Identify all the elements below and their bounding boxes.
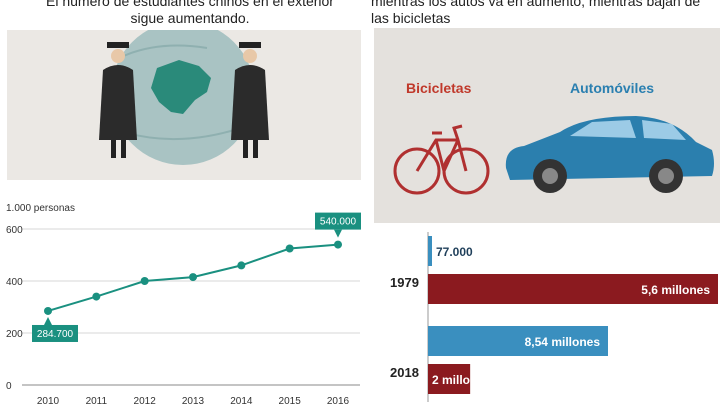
data-point [237, 261, 246, 270]
y-tick-label: 600 [6, 225, 23, 236]
china-map-icon [151, 60, 211, 114]
callout-text: 540.000 [320, 217, 357, 228]
data-point [285, 244, 294, 253]
data-point [334, 240, 342, 249]
y-tick-label: 200 [6, 329, 23, 340]
globe-graduates-svg [99, 21, 269, 165]
x-tick-label: 2015 [279, 396, 302, 407]
y-tick-label: 400 [6, 277, 23, 288]
vehicles-bar-chart: 1979 77.000 5,6 millones 2018 8,54 millones 2… [390, 232, 718, 402]
x-tick-label: 2011 [86, 396, 108, 407]
right-title-line-2: las bicicletas [371, 10, 451, 26]
data-point [92, 292, 101, 301]
bicycle-icon [393, 124, 490, 195]
callout-box [315, 212, 361, 230]
bike-car-illustration: Bicicletas Automóviles [374, 28, 720, 223]
callout-pointer [44, 316, 52, 325]
bar-value-label: 2 millones* [432, 373, 496, 387]
x-tick-label: 2016 [327, 396, 350, 407]
data-point [140, 277, 149, 285]
callout-box [32, 324, 78, 342]
graduates-globe-illustration [7, 21, 361, 180]
car-icon [505, 116, 714, 193]
x-tick-label: 2014 [230, 396, 253, 407]
bar-bicicletas-1979 [428, 274, 718, 304]
y-tick-label: 0 [6, 381, 12, 392]
graduate-left-icon [99, 42, 137, 158]
data-label-2016: 540.000 [315, 212, 361, 238]
student-line-chart: 1.000 personas 0 200 400 600 2010 2011 2012 2013… [6, 203, 361, 407]
data-label-2010: 284.700 [32, 316, 78, 342]
x-tick-label: 2010 [37, 396, 60, 407]
data-point [189, 273, 197, 282]
y-axis-label: 1.000 personas [6, 203, 75, 214]
left-chart-title: El número de estudiantes chinos en el ex… [40, 0, 340, 27]
data-point [44, 306, 52, 315]
bikes-label: Bicicletas [406, 80, 472, 96]
x-tick-label: 2013 [182, 396, 205, 407]
left-title-line-1: El número de estudiantes chinos en el ex… [46, 0, 334, 9]
bar-automóviles-2018 [428, 326, 608, 356]
right-title-line-1: mientras los autos va en aumento, mientr… [371, 0, 701, 9]
bar-bicicletas-2018 [428, 364, 471, 394]
left-title-line-2: sigue aumentando. [130, 10, 250, 26]
graduate-right-icon [231, 42, 269, 158]
right-chart-title: mientras los autos va en aumento, mientr… [371, 0, 721, 27]
bar-value-label: 77.000 [436, 245, 473, 259]
bar-value-label: 8,54 millones [525, 335, 601, 349]
bike-car-svg [393, 116, 714, 195]
category-label: 1979 [390, 275, 419, 290]
cars-label: Automóviles [570, 80, 655, 96]
bar-value-label: 5,6 millones [641, 283, 710, 297]
bar-automóviles-1979 [428, 236, 432, 266]
x-tick-label: 2012 [134, 396, 157, 407]
callout-pointer [334, 229, 342, 238]
category-label: 2018 [390, 365, 419, 380]
callout-text: 284.700 [37, 329, 74, 340]
